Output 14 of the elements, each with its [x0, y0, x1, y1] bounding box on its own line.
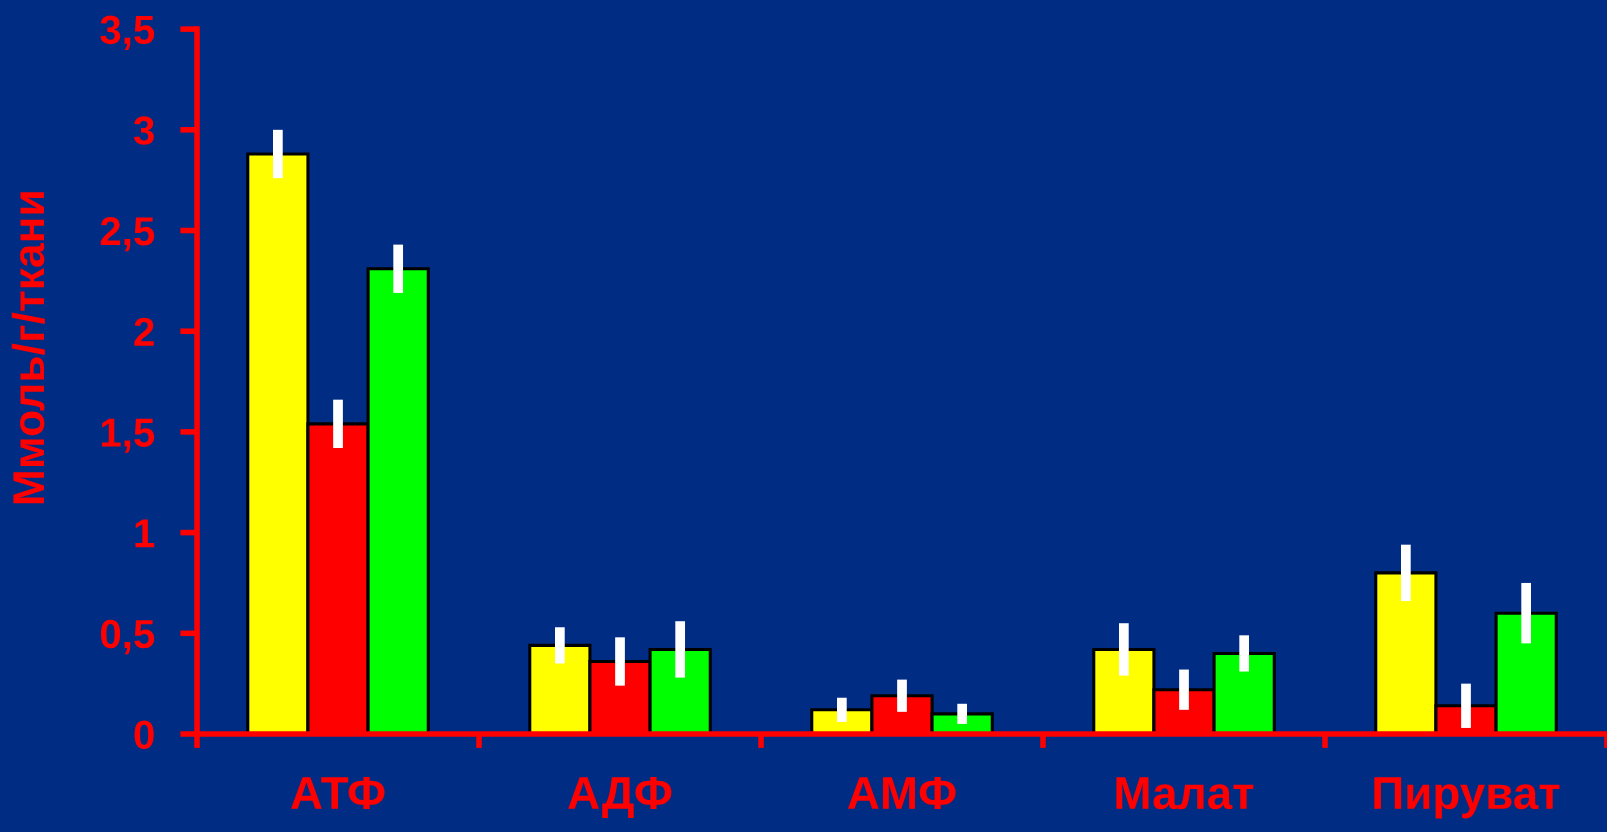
x-tick-label: АДФ	[568, 777, 672, 818]
y-tick-label: 0	[134, 720, 154, 749]
y-tick-label: 2,5	[100, 216, 155, 252]
y-axis-title: Ммоль/г/ткани	[11, 192, 45, 504]
y-tick-label: 3	[133, 116, 154, 145]
x-tick-label: АМФ	[847, 777, 956, 810]
y-tick-label: 0,5	[100, 619, 155, 655]
y-tick-label: 1,5	[101, 418, 155, 453]
y-tick-label: 1	[135, 519, 155, 548]
y-tick-label: 2	[134, 317, 154, 346]
y-tick-label: 3,5	[100, 15, 155, 50]
x-tick-label: Малат	[1116, 777, 1254, 810]
x-tick-label: Пируват	[1374, 777, 1560, 819]
x-tick-label: АТФ	[291, 777, 385, 810]
